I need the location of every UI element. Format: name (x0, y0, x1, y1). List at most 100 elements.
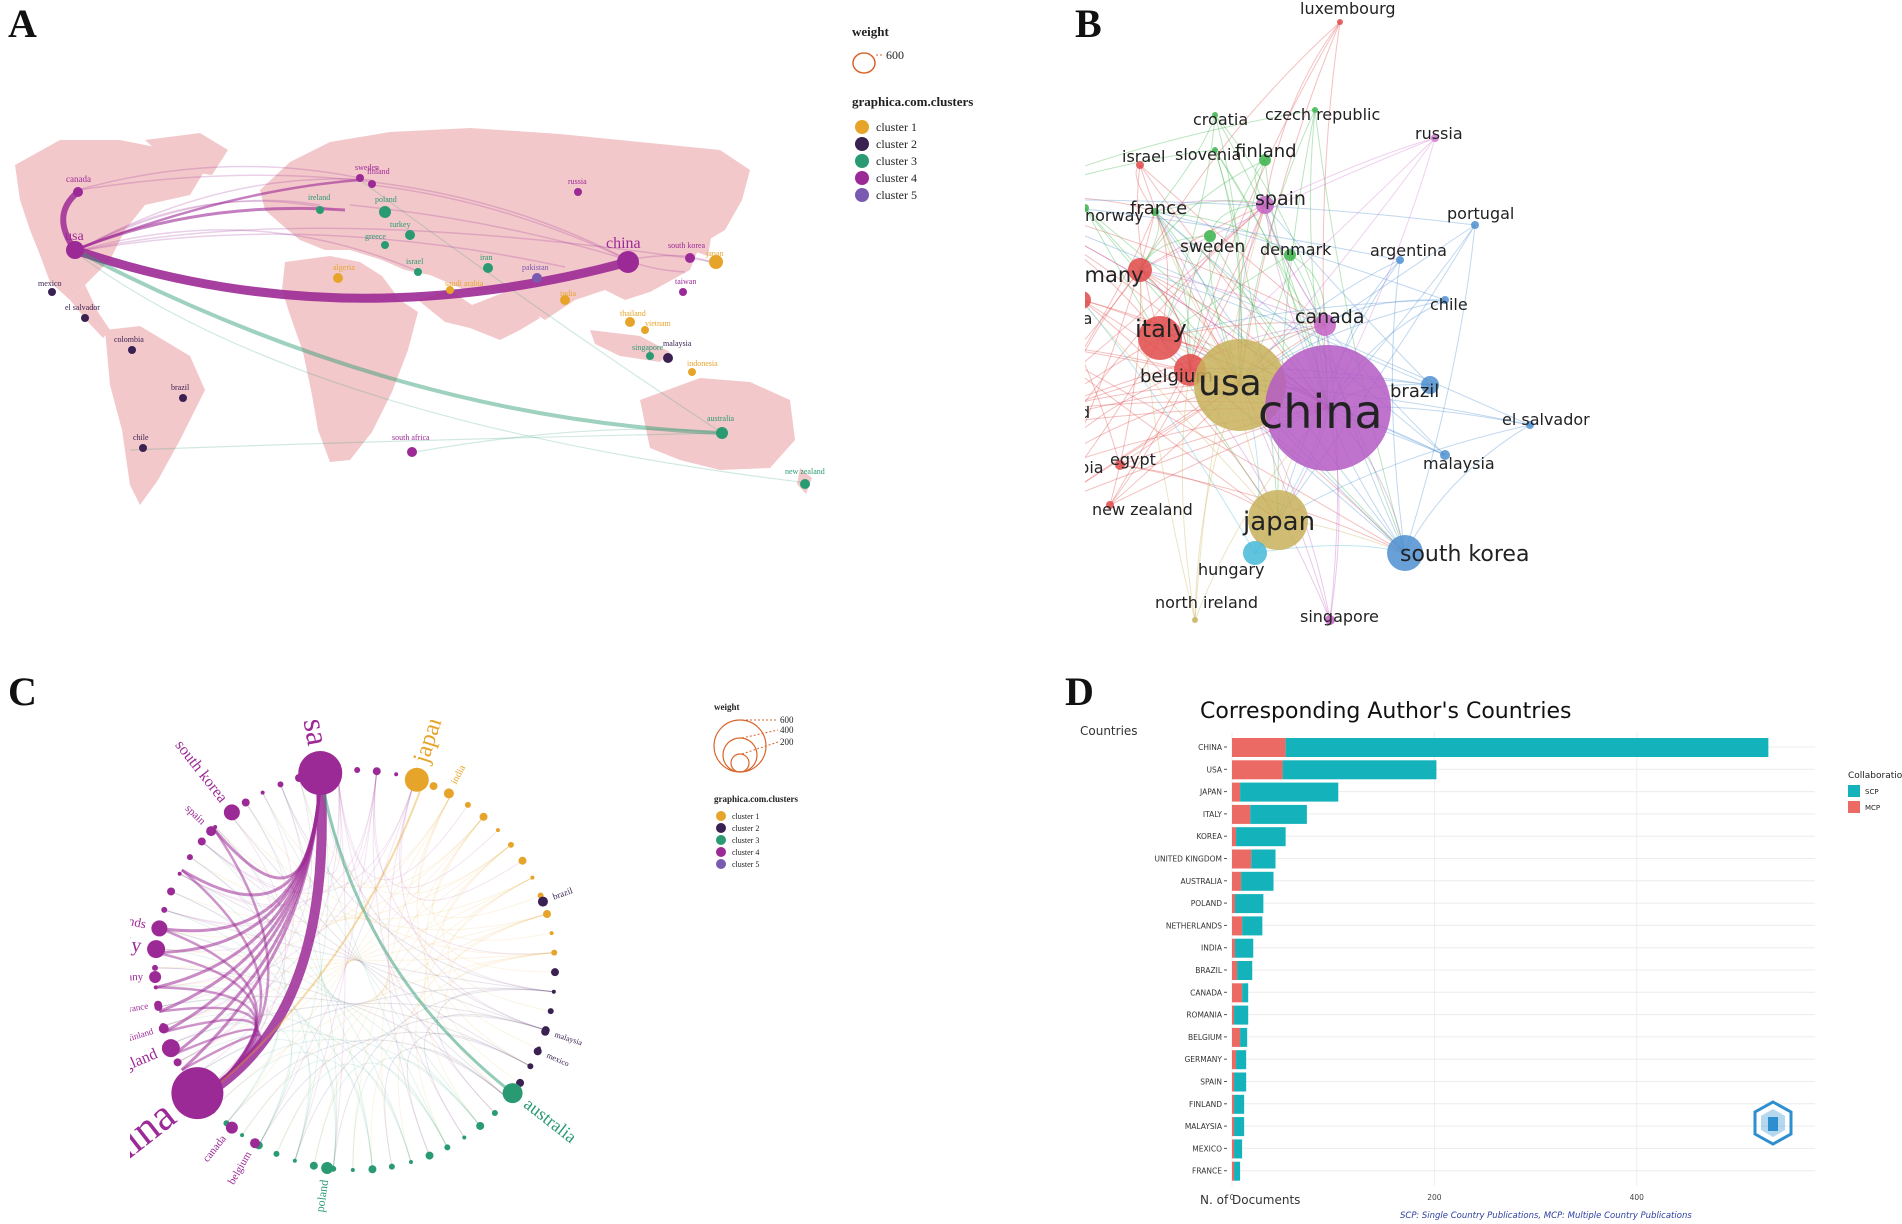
network-node-label: france (1130, 198, 1187, 219)
network-node (1526, 421, 1534, 429)
chord-node (260, 790, 265, 795)
network-link (1085, 369, 1191, 401)
network-link (1085, 301, 1279, 521)
chord-link (241, 1059, 373, 1170)
chord-node (408, 1160, 413, 1165)
chord-legend-label: cluster 4 (732, 848, 759, 857)
network-link (1085, 324, 1326, 483)
bar-scp (1236, 827, 1286, 847)
chord-label-node (443, 788, 454, 799)
chord-link (424, 1013, 546, 1138)
bar-mcp (1232, 782, 1241, 802)
chord-node (547, 1008, 554, 1015)
chord-node (152, 964, 159, 971)
network-node (1259, 154, 1271, 166)
map-faint-links-green (74, 179, 801, 483)
chord-node (518, 856, 527, 865)
chord-node-label: canada (201, 1133, 229, 1165)
bar-category-label: POLAND (1191, 899, 1223, 908)
map-node (368, 180, 376, 188)
chord-link (294, 771, 378, 1161)
bar-legend-swatch-scp (1848, 785, 1860, 797)
chord-link (201, 841, 531, 1067)
map-legend-cluster-title: graphica.com.clusters (852, 94, 973, 109)
bar-mcp (1232, 983, 1243, 1003)
map-node-label: thailand (620, 309, 646, 318)
bar-chart-caption: SCP: Single Country Publications, MCP: M… (1400, 1211, 1692, 1221)
chord-link (313, 1062, 448, 1166)
chord-legend-label: cluster 3 (732, 836, 759, 845)
chord-node-label: netherlands (130, 904, 148, 931)
network-link (1159, 114, 1216, 339)
chord-link (211, 952, 555, 1111)
network-node (1325, 615, 1335, 625)
network-node-label: israel (1122, 147, 1165, 166)
chord-node-label: spain (183, 803, 208, 828)
chord-label-node (502, 1083, 523, 1104)
bar-mcp (1232, 961, 1238, 980)
chord-node (388, 1163, 395, 1170)
bar-mcp (1232, 1094, 1235, 1114)
panel-label-c: C (8, 669, 37, 714)
map-node (407, 447, 417, 457)
network-node (1421, 376, 1439, 394)
bar-category-label: INDIA (1201, 944, 1223, 953)
network-link (1139, 21, 1341, 271)
chord-node (551, 989, 556, 994)
chord-link-china-japan (208, 781, 425, 1093)
chord-node (495, 828, 500, 833)
chord-node (491, 1109, 498, 1116)
bar-scp (1242, 916, 1263, 936)
network-link (1404, 224, 1476, 554)
network-node (1471, 221, 1479, 229)
map-node-label: vietnam (645, 319, 672, 328)
bar-chart-xticks: 0 200 400 (1230, 1193, 1645, 1202)
bar-chart-grid (1231, 732, 1815, 1186)
map-legend-swatch (855, 120, 869, 134)
chord-node (292, 1158, 297, 1163)
chord-link (384, 1047, 509, 1167)
map-node (574, 188, 582, 196)
chord-legend-weight-title: weight (714, 702, 740, 712)
map-node (625, 317, 635, 327)
network-node-label: el salvador (1502, 410, 1590, 429)
network-node (1212, 147, 1218, 153)
bar-scp (1240, 782, 1339, 802)
chord-node-label: finland (130, 1026, 155, 1043)
map-node-label: turkey (390, 220, 410, 229)
chord-node (177, 871, 182, 876)
chord-node (551, 949, 558, 956)
bar-mcp (1232, 1050, 1237, 1070)
chord-link (159, 928, 481, 1127)
chord-node (549, 931, 554, 936)
bar-category-label: JAPAN (1199, 788, 1222, 797)
chord-node (368, 1165, 377, 1174)
bar-mcp (1232, 894, 1236, 914)
map-node-label: china (606, 235, 641, 252)
chord-node-label: japan (408, 720, 449, 767)
chord-node (464, 801, 471, 808)
network-link (1264, 137, 1436, 206)
chord-legend-circle-600 (713, 719, 767, 773)
chord-link (352, 816, 484, 1170)
map-node (333, 273, 343, 283)
chord-node-label: india (449, 763, 468, 786)
chord-node (186, 854, 193, 861)
network-node (1337, 19, 1343, 25)
network-link (1154, 211, 1446, 456)
bar-category-label: MEXICO (1192, 1144, 1222, 1153)
chord-link (387, 779, 430, 1156)
network-link (1085, 258, 1161, 339)
chord-link (170, 890, 448, 1148)
chord-link (201, 841, 286, 1124)
map-legend-weight-title: weight (852, 24, 890, 39)
map-legend-label: cluster 5 (876, 188, 917, 202)
chord-link (159, 928, 263, 1063)
chord-link (317, 771, 378, 872)
chord-link (226, 1039, 509, 1124)
bar-category-label: AUSTRALIA (1180, 877, 1222, 886)
chord-link (179, 784, 304, 908)
bar-scp (1251, 849, 1276, 869)
bar-category-label: CHINA (1198, 743, 1223, 752)
network-link (1085, 235, 1531, 426)
